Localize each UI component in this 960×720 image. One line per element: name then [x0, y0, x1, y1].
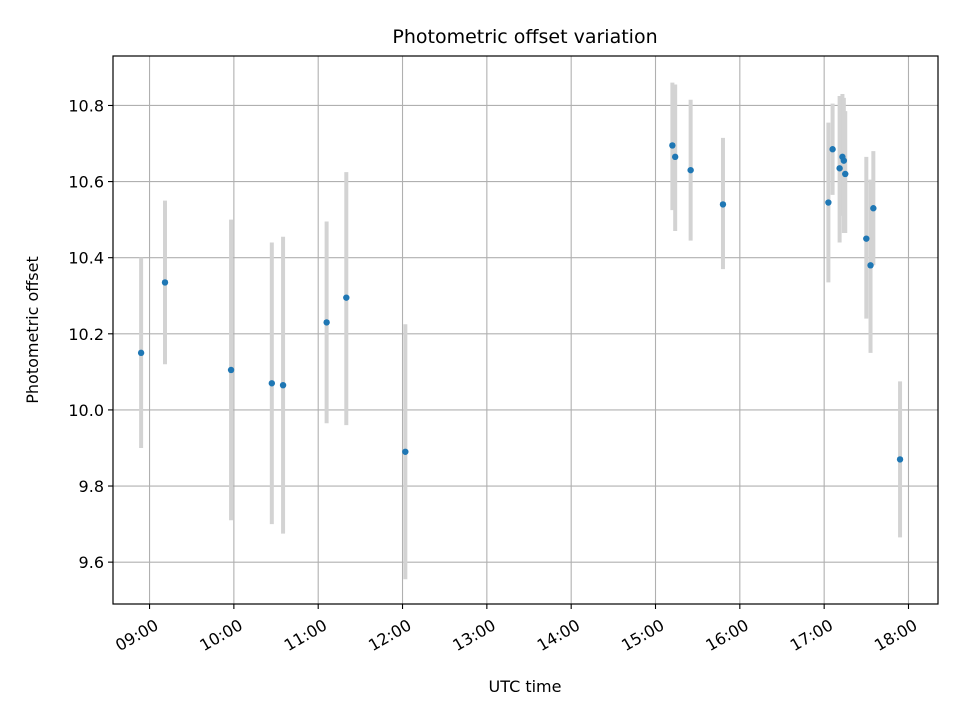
data-point	[836, 165, 843, 172]
data-point	[402, 448, 409, 455]
data-point	[279, 381, 287, 389]
data-point	[669, 142, 676, 149]
data-point	[161, 279, 169, 286]
y-tick-label: 10.2	[68, 325, 104, 344]
data-point	[343, 294, 350, 301]
data-point	[268, 380, 276, 387]
chart-title: Photometric offset variation	[392, 26, 657, 48]
data-point	[227, 366, 235, 374]
y-tick-label: 10.4	[68, 249, 104, 268]
y-tick-label: 10.8	[68, 96, 104, 115]
data-point	[840, 157, 848, 164]
point-layer	[137, 142, 904, 463]
y-tick-label: 10.6	[68, 173, 104, 192]
y-tick-label: 9.6	[79, 553, 104, 572]
data-point	[863, 235, 870, 242]
y-tick-label: 10.0	[68, 401, 104, 420]
data-point	[719, 201, 727, 208]
data-point	[842, 170, 849, 178]
plot-frame	[112, 55, 939, 605]
data-point	[323, 319, 330, 326]
y-axis-label: Photometric offset	[23, 256, 42, 404]
data-point	[671, 153, 679, 161]
data-point	[137, 349, 145, 357]
data-point	[829, 146, 836, 153]
data-point	[896, 456, 904, 463]
data-point	[870, 205, 877, 212]
grid-layer	[113, 56, 938, 604]
data-point	[825, 199, 832, 206]
y-tick-label: 9.8	[79, 477, 104, 496]
data-point	[687, 166, 694, 174]
x-axis-label: UTC time	[489, 677, 562, 696]
data-point	[867, 262, 874, 269]
